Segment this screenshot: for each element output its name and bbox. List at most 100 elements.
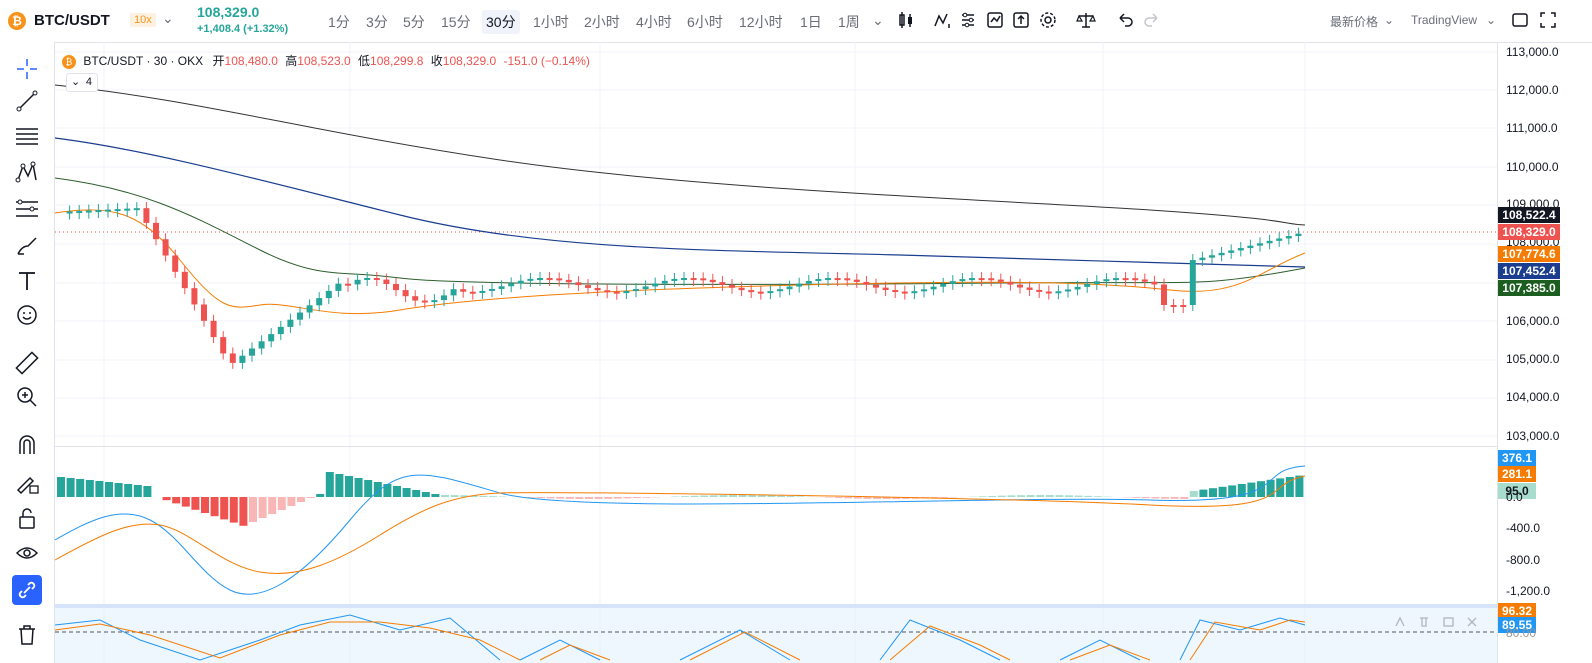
settings-gear-icon[interactable] xyxy=(1038,10,1058,30)
macd-bar xyxy=(863,497,872,499)
stoch-tick: 80.00 xyxy=(1506,626,1537,640)
chart-view-select[interactable]: TradingView xyxy=(1411,13,1478,27)
candle-type-icon[interactable] xyxy=(896,10,916,30)
low-label: 低 xyxy=(358,54,371,68)
macd-bar xyxy=(1180,497,1189,499)
candle-body xyxy=(1285,236,1292,239)
timeframe-12h[interactable]: 12小时 xyxy=(739,14,783,30)
candle-body xyxy=(325,290,332,299)
candle-body xyxy=(306,305,313,313)
trash-icon[interactable] xyxy=(14,622,40,648)
candle-body xyxy=(844,278,851,281)
text-icon[interactable] xyxy=(14,268,40,294)
close-pane-icon[interactable] xyxy=(1467,617,1477,627)
pane-separator[interactable] xyxy=(55,604,1497,608)
candle-body xyxy=(354,279,361,285)
templates-icon[interactable] xyxy=(958,10,978,30)
price-type-select[interactable]: 最新价格 xyxy=(1330,15,1379,29)
ruler-icon[interactable] xyxy=(14,350,40,376)
timeframe-15m[interactable]: 15分 xyxy=(441,14,471,30)
macd-bar xyxy=(997,495,1006,497)
macd-bar xyxy=(229,497,238,523)
price-tick: 110,000.0 xyxy=(1506,160,1559,174)
timeframe-5m[interactable]: 5分 xyxy=(403,14,425,30)
link-icon[interactable] xyxy=(12,575,42,605)
symbol-name[interactable]: BTC/USDT xyxy=(34,12,110,29)
timeframe-1h[interactable]: 1小时 xyxy=(533,14,569,30)
indicator-toggle-button[interactable]: ⌄ 4 xyxy=(66,73,98,92)
candle-body xyxy=(681,278,687,281)
timeframe-30m[interactable]: 30分 xyxy=(482,10,520,34)
candle-body xyxy=(661,280,668,284)
compare-scale-icon[interactable] xyxy=(1076,10,1096,30)
candle-body xyxy=(479,290,486,293)
candle-body xyxy=(1026,287,1033,290)
macd-bar xyxy=(268,497,277,514)
timeframe-2h[interactable]: 2小时 xyxy=(584,14,620,30)
macd-bar xyxy=(1199,489,1208,497)
timeframe-1m[interactable]: 1分 xyxy=(328,14,350,30)
maximize-pane-icon[interactable] xyxy=(1443,617,1454,627)
candle-body xyxy=(85,210,92,213)
timeframe-4h[interactable]: 4小时 xyxy=(636,14,672,30)
open-label: 开 xyxy=(212,54,225,68)
candle-body xyxy=(249,348,255,356)
layout-icon[interactable] xyxy=(1510,10,1530,30)
chevron-down-icon[interactable]: ⌄ xyxy=(1486,13,1497,27)
replay-icon[interactable] xyxy=(1011,10,1031,30)
brush-icon[interactable] xyxy=(14,232,40,258)
timeframe-3m[interactable]: 3分 xyxy=(366,14,388,30)
alert-icon[interactable] xyxy=(985,10,1005,30)
macd-bar xyxy=(373,482,382,497)
fullscreen-icon[interactable] xyxy=(1538,10,1558,30)
prediction-icon[interactable] xyxy=(14,196,40,222)
timeframe-more-chevron-icon[interactable]: ⌄ xyxy=(872,12,884,28)
candle-body xyxy=(239,355,246,363)
stoch-k-line xyxy=(54,614,1306,661)
macd-tag: 376.1 xyxy=(1498,450,1536,466)
candle-body xyxy=(1295,233,1302,237)
timeframe-6h[interactable]: 6小时 xyxy=(687,14,723,30)
price-axis[interactable]: 113,000.0 112,000.0 111,000.0 110,000.0 … xyxy=(1497,42,1592,663)
redo-icon[interactable] xyxy=(1142,10,1162,30)
signal-line xyxy=(54,475,1306,574)
last-price: 108,329.0 xyxy=(197,4,260,20)
timeframe-1d[interactable]: 1日 xyxy=(800,14,822,30)
macd-bar xyxy=(287,497,296,506)
candle-body xyxy=(863,281,870,285)
candle-body xyxy=(335,283,342,291)
candle-body xyxy=(76,211,83,214)
candle-body xyxy=(1045,291,1052,294)
candle-body xyxy=(1017,284,1023,288)
eye-icon[interactable] xyxy=(14,540,40,566)
open-value: 108,480.0 xyxy=(224,54,278,68)
emoji-icon[interactable] xyxy=(14,302,40,328)
ma-green-line xyxy=(54,177,1306,285)
macd-bar xyxy=(1151,497,1160,499)
fib-retracement-icon[interactable] xyxy=(14,124,40,150)
move-up-icon[interactable] xyxy=(1395,616,1405,627)
candle-body xyxy=(460,289,467,292)
candle-body xyxy=(901,291,908,294)
candle-body xyxy=(1065,289,1071,292)
delete-pane-icon[interactable] xyxy=(1420,617,1428,627)
candle-body xyxy=(815,279,822,282)
trend-line-icon[interactable] xyxy=(14,88,40,114)
macd-bar xyxy=(892,497,901,499)
macd-bar xyxy=(354,478,363,497)
zoom-in-icon[interactable] xyxy=(14,384,40,410)
chevron-down-icon[interactable]: ⌄ xyxy=(1384,13,1395,27)
indicators-icon[interactable] xyxy=(932,10,952,30)
timeframe-1w[interactable]: 1周 xyxy=(838,14,860,30)
candle-body xyxy=(153,222,159,240)
pane-separator[interactable] xyxy=(55,446,1497,447)
lock-pen-icon[interactable] xyxy=(14,470,40,496)
pattern-icon[interactable] xyxy=(14,160,40,186)
lock-icon[interactable] xyxy=(14,505,40,531)
macd-bar xyxy=(181,497,190,507)
chevron-down-icon[interactable]: ⌄ xyxy=(162,10,174,26)
crosshair-icon[interactable] xyxy=(14,56,40,82)
candle-body xyxy=(1218,252,1225,256)
undo-icon[interactable] xyxy=(1115,10,1135,30)
magnet-icon[interactable] xyxy=(14,432,40,458)
